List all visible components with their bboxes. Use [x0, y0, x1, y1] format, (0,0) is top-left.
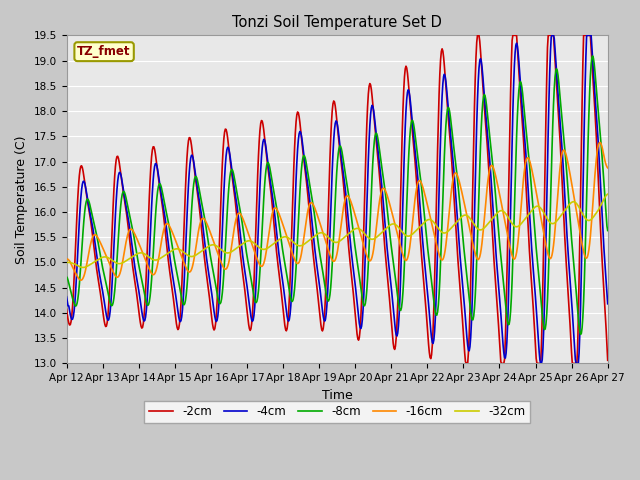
- -2cm: [474, 33, 481, 38]
- -2cm: [419, 265, 426, 271]
- -4cm: [63, 294, 70, 300]
- -16cm: [212, 246, 220, 252]
- -4cm: [183, 214, 191, 220]
- Title: Tonzi Soil Temperature Set D: Tonzi Soil Temperature Set D: [232, 15, 442, 30]
- X-axis label: Time: Time: [322, 389, 353, 402]
- -4cm: [548, 33, 556, 38]
- -16cm: [77, 277, 84, 283]
- -16cm: [184, 268, 191, 274]
- -32cm: [72, 262, 80, 268]
- Text: TZ_fmet: TZ_fmet: [77, 45, 131, 58]
- -8cm: [577, 332, 584, 337]
- -2cm: [128, 258, 136, 264]
- Line: -16cm: -16cm: [67, 143, 608, 280]
- Line: -8cm: -8cm: [67, 56, 608, 335]
- -8cm: [212, 281, 220, 287]
- -2cm: [212, 321, 220, 327]
- -32cm: [404, 233, 412, 239]
- -2cm: [604, 358, 612, 363]
- -2cm: [462, 360, 470, 366]
- -16cm: [404, 255, 412, 261]
- -8cm: [183, 284, 191, 290]
- -8cm: [604, 228, 612, 233]
- -32cm: [79, 264, 87, 270]
- -2cm: [183, 155, 191, 161]
- -16cm: [63, 256, 70, 262]
- -32cm: [63, 260, 70, 265]
- -4cm: [128, 243, 136, 249]
- Line: -32cm: -32cm: [67, 194, 608, 267]
- -32cm: [419, 220, 427, 226]
- -16cm: [604, 165, 612, 171]
- -2cm: [403, 65, 411, 71]
- -8cm: [419, 194, 426, 200]
- -8cm: [589, 53, 596, 59]
- -16cm: [596, 140, 604, 145]
- -16cm: [129, 228, 136, 233]
- -4cm: [72, 277, 80, 283]
- -4cm: [403, 96, 411, 102]
- -32cm: [212, 243, 220, 249]
- Line: -4cm: -4cm: [67, 36, 608, 363]
- -8cm: [403, 202, 411, 207]
- -4cm: [212, 317, 220, 323]
- -32cm: [604, 192, 612, 197]
- -8cm: [63, 274, 70, 279]
- -2cm: [63, 306, 70, 312]
- -8cm: [128, 224, 136, 229]
- Line: -2cm: -2cm: [67, 36, 608, 363]
- Legend: -2cm, -4cm, -8cm, -16cm, -32cm: -2cm, -4cm, -8cm, -16cm, -32cm: [145, 401, 530, 423]
- -32cm: [129, 254, 136, 260]
- -2cm: [72, 226, 80, 231]
- -16cm: [419, 186, 427, 192]
- -8cm: [72, 303, 80, 309]
- Y-axis label: Soil Temperature (C): Soil Temperature (C): [15, 135, 28, 264]
- -32cm: [184, 252, 191, 258]
- -4cm: [604, 301, 612, 307]
- -4cm: [537, 360, 545, 366]
- -4cm: [419, 237, 426, 242]
- -16cm: [72, 272, 80, 277]
